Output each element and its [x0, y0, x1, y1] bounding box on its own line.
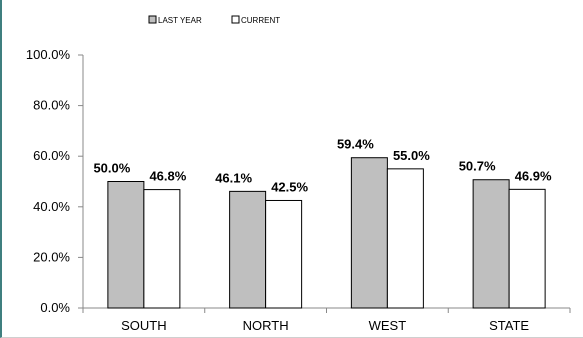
bar: [265, 199, 303, 309]
x-tick-label: SOUTH: [121, 318, 167, 333]
y-tick-label: 20.0%: [33, 249, 70, 264]
y-tick-label: 60.0%: [33, 148, 70, 163]
data-label: 46.1%: [215, 170, 252, 185]
y-tick-label: 40.0%: [33, 199, 70, 214]
bar: [508, 188, 546, 309]
data-label: 50.0%: [93, 161, 130, 176]
bar: [472, 179, 510, 309]
x-tick-label: WEST: [369, 318, 407, 333]
x-tick-label: STATE: [489, 318, 529, 333]
bar: [107, 181, 145, 309]
data-label: 55.0%: [393, 148, 430, 163]
bar: [143, 189, 181, 309]
bar: [229, 190, 267, 309]
y-tick-label: 80.0%: [33, 98, 70, 113]
data-label: 42.5%: [271, 179, 308, 194]
bar: [350, 157, 388, 309]
data-label: 50.7%: [459, 159, 496, 174]
legend-swatch: [231, 15, 240, 24]
legend-label: LAST YEAR: [158, 16, 202, 25]
legend-swatch: [148, 15, 157, 24]
data-label: 59.4%: [337, 137, 374, 152]
legend-label: CURRENT: [241, 16, 280, 25]
data-label: 46.8%: [149, 169, 186, 184]
y-tick-label: 0.0%: [40, 300, 70, 315]
bar: [386, 168, 424, 309]
y-tick-label: 100.0%: [26, 47, 71, 62]
data-label: 46.9%: [515, 168, 552, 183]
x-tick-label: NORTH: [243, 318, 289, 333]
